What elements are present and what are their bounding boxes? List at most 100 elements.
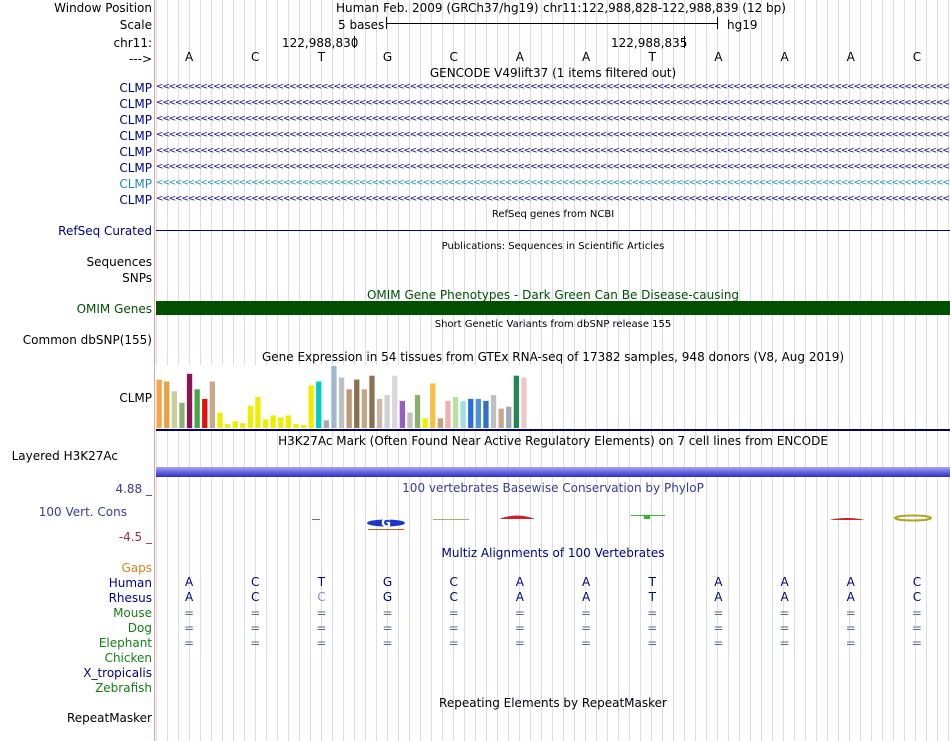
window-position-label: Window Position bbox=[54, 1, 152, 15]
species-dog-label: Dog bbox=[127, 621, 152, 635]
gtex-gene-label[interactable]: CLMP bbox=[119, 391, 152, 405]
gencode-label-clmp[interactable]: CLMP bbox=[119, 81, 152, 95]
gencode-transcript[interactable]: <<<<<<<<<<<<<<<<<<<<<<<<<<<<<<<<<<<<<<<<… bbox=[156, 98, 950, 108]
gencode-label-clmp[interactable]: CLMP bbox=[119, 145, 152, 159]
species-human-label: Human bbox=[108, 576, 152, 590]
gtex-tissue-bar bbox=[354, 379, 360, 428]
alignment-base: A bbox=[515, 590, 525, 604]
base-letter: A bbox=[184, 50, 194, 64]
alignment-base: = bbox=[184, 606, 195, 620]
cons-mark bbox=[499, 515, 535, 519]
alignment-base: = bbox=[581, 636, 592, 650]
track-label-column: Window Position Scale chr11: ---> CLMP C… bbox=[0, 0, 154, 741]
gencode-transcript[interactable]: <<<<<<<<<<<<<<<<<<<<<<<<<<<<<<<<<<<<<<<<… bbox=[156, 114, 950, 124]
h3k27ac-label[interactable]: Layered H3K27Ac bbox=[11, 449, 118, 463]
alignment-base: C bbox=[317, 590, 326, 604]
gtex-tissue-bar bbox=[217, 412, 223, 428]
gtex-tissue-bar bbox=[498, 408, 504, 428]
gtex-tissue-bar bbox=[346, 389, 352, 429]
base-letter: A bbox=[515, 50, 525, 64]
cons-track-label[interactable]: 100 Vert. Cons bbox=[38, 505, 127, 519]
gencode-label-clmp[interactable]: CLMP bbox=[119, 97, 152, 111]
omim-gene-bar[interactable] bbox=[156, 301, 950, 315]
alignment-base: = bbox=[448, 636, 459, 650]
repeatmasker-label[interactable]: RepeatMasker bbox=[66, 711, 152, 725]
gtex-tissue-bar bbox=[430, 383, 436, 428]
alignment-base: A bbox=[846, 590, 855, 604]
gencode-label-clmp[interactable]: CLMP bbox=[119, 161, 152, 175]
alignment-base: = bbox=[448, 621, 459, 635]
cons-title: 100 vertebrates Basewise Conservation by… bbox=[402, 481, 704, 495]
gtex-tissue-bar bbox=[232, 421, 238, 428]
common-dbsnp-label[interactable]: Common dbSNP(155) bbox=[22, 333, 152, 347]
gencode-transcript[interactable]: <<<<<<<<<<<<<<<<<<<<<<<<<<<<<<<<<<<<<<<<… bbox=[156, 82, 950, 92]
alignment-base: = bbox=[316, 621, 327, 635]
species-rhesus-label: Rhesus bbox=[108, 591, 152, 605]
gencode-transcript[interactable]: <<<<<<<<<<<<<<<<<<<<<<<<<<<<<<<<<<<<<<<<… bbox=[156, 178, 950, 188]
cons-mark bbox=[367, 519, 405, 527]
gencode-transcript[interactable]: <<<<<<<<<<<<<<<<<<<<<<<<<<<<<<<<<<<<<<<<… bbox=[156, 130, 950, 140]
h3k27ac-signal[interactable] bbox=[156, 467, 950, 477]
alignment-base: = bbox=[581, 606, 592, 620]
gtex-tissue-bar bbox=[300, 425, 307, 428]
cons-min-label: -4.5 _ bbox=[118, 530, 152, 544]
alignment-base: = bbox=[448, 606, 459, 620]
gtex-tissue-bar bbox=[270, 415, 276, 428]
alignment-base: C bbox=[912, 590, 922, 604]
repeat-title: Repeating Elements by RepeatMasker bbox=[439, 696, 667, 710]
label-divider bbox=[154, 0, 155, 741]
alignment-base: C bbox=[251, 590, 260, 604]
position-text: chr11:122,988,828-122,988,839 (12 bp) bbox=[543, 1, 786, 15]
conservation-logo-plot[interactable]: G bbox=[156, 508, 950, 534]
cons-mark bbox=[644, 515, 650, 519]
alignment-base: A bbox=[581, 575, 591, 589]
gtex-tissue-bar bbox=[407, 412, 413, 428]
species-chicken-label: Chicken bbox=[104, 651, 152, 665]
base-letter: A bbox=[581, 50, 591, 64]
alignment-base: T bbox=[317, 575, 326, 589]
alignment-base: = bbox=[250, 621, 261, 635]
gtex-tissue-bar bbox=[285, 415, 291, 428]
strand-arrow-label: ---> bbox=[128, 52, 152, 66]
alignment-base: C bbox=[251, 575, 260, 589]
gtex-tissue-bar bbox=[475, 398, 481, 428]
alignment-base: = bbox=[581, 621, 592, 635]
refseq-curated-label[interactable]: RefSeq Curated bbox=[58, 224, 152, 238]
species-mouse-label: Mouse bbox=[113, 606, 152, 620]
alignment-base: T bbox=[648, 575, 656, 589]
refseq-gene-line[interactable] bbox=[156, 230, 950, 231]
cons-mark bbox=[312, 519, 320, 520]
alignment-base: = bbox=[779, 621, 790, 635]
gtex-baseline bbox=[156, 429, 950, 431]
gencode-transcript[interactable]: <<<<<<<<<<<<<<<<<<<<<<<<<<<<<<<<<<<<<<<<… bbox=[156, 146, 950, 156]
gtex-tissue-bar bbox=[369, 375, 375, 428]
species-zebrafish-label: Zebrafish bbox=[95, 681, 152, 695]
alignment-base: A bbox=[184, 575, 194, 589]
snps-label[interactable]: SNPs bbox=[122, 271, 152, 285]
cons-mark: G bbox=[381, 516, 391, 530]
species-elephant-label: Elephant bbox=[98, 636, 152, 650]
assembly-text: Human Feb. 2009 (GRCh37/hg19) bbox=[336, 1, 539, 15]
gencode-label-clmp[interactable]: CLMP bbox=[119, 193, 152, 207]
alignment-base: = bbox=[845, 621, 856, 635]
base-letter: C bbox=[449, 50, 458, 64]
gencode-transcript[interactable]: <<<<<<<<<<<<<<<<<<<<<<<<<<<<<<<<<<<<<<<<… bbox=[156, 194, 950, 204]
gtex-tissue-bar bbox=[506, 406, 512, 428]
gtex-tissue-bar bbox=[392, 375, 398, 428]
alignment-base: = bbox=[316, 606, 327, 620]
gencode-label-clmp[interactable]: CLMP bbox=[119, 113, 152, 127]
gtex-tissue-bar bbox=[255, 397, 261, 428]
alignment-base: = bbox=[382, 636, 393, 650]
gtex-bar-chart[interactable] bbox=[156, 364, 950, 432]
gencode-transcript[interactable]: <<<<<<<<<<<<<<<<<<<<<<<<<<<<<<<<<<<<<<<<… bbox=[156, 162, 950, 172]
gtex-tissue-bar bbox=[194, 389, 200, 429]
gencode-label-clmp[interactable]: CLMP bbox=[119, 129, 152, 143]
multiz-title: Multiz Alignments of 100 Vertebrates bbox=[441, 546, 665, 560]
sequences-label[interactable]: Sequences bbox=[86, 255, 152, 269]
gencode-label-clmp[interactable]: CLMP bbox=[119, 177, 152, 191]
gencode-title: GENCODE V49lift37 (1 items filtered out) bbox=[429, 66, 677, 80]
publications-title: Publications: Sequences in Scientific Ar… bbox=[441, 241, 665, 252]
track-data-area[interactable]: Human Feb. 2009 (GRCh37/hg19) chr11:122,… bbox=[156, 0, 950, 741]
omim-genes-label[interactable]: OMIM Genes bbox=[76, 302, 152, 316]
